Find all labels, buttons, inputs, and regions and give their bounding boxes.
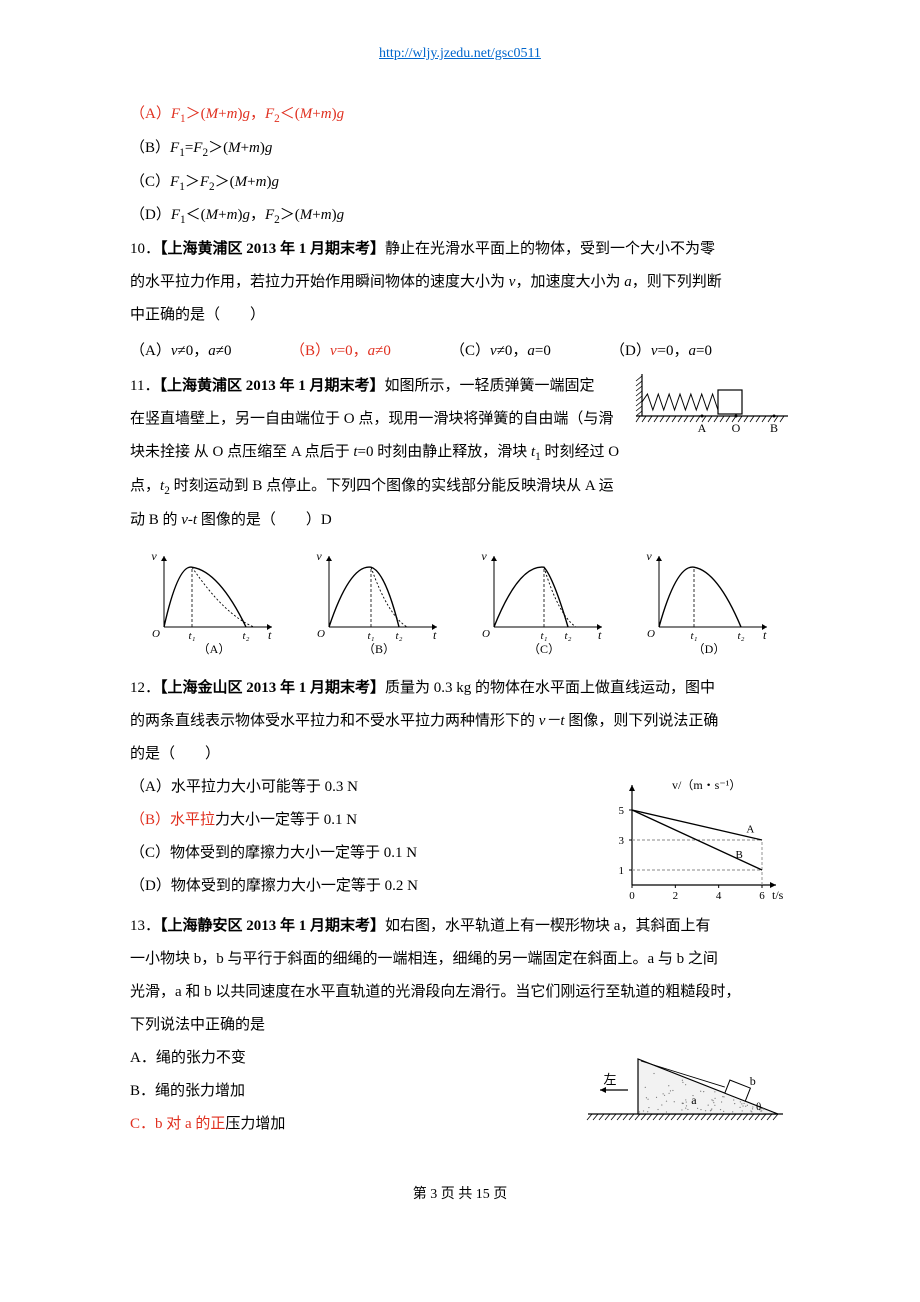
- q10-options: （A）v≠0，a≠0 （B）v=0，a≠0 （C）v≠0，a=0 （D）v=0，…: [130, 336, 790, 366]
- svg-text:t₂: t₂: [738, 630, 745, 642]
- svg-text:O: O: [647, 628, 655, 640]
- q11-text5: 动 B 的 v-t 图像的是（ ）D: [130, 504, 790, 537]
- q10-text3: 中正确的是（ ）: [130, 299, 790, 332]
- q11-figure: A O B: [630, 374, 790, 444]
- q13-text2: 一小物块 b，b 与平行于斜面的细绳的一端相连，细绳的另一端固定在斜面上。a 与…: [130, 943, 790, 976]
- q12-text3: 的是（ ）: [130, 738, 790, 771]
- svg-text:b: b: [750, 1074, 756, 1088]
- svg-text:t₁: t₁: [541, 630, 548, 642]
- q10-opt-a: （A）v≠0，a≠0: [130, 336, 290, 366]
- q13-text1: 13．【上海静安区 2013 年 1 月期末考】如右图，水平轨道上有一楔形物块 …: [130, 910, 790, 943]
- q9-option-c: （C）F1＞F2＞(M+m)g: [130, 166, 790, 200]
- q11-charts: vtOt₁t₂（A）vtOt₁t₂（B）vtOt₁t₂（C）vtOt₁t₂（D）: [130, 547, 790, 657]
- q9-option-a: （A）F1＞(M+m)g，F2＜(M+m)g: [130, 98, 790, 132]
- svg-text:t: t: [268, 628, 272, 642]
- q13-text3: 光滑，a 和 b 以共同速度在水平直轨道的光滑段向左滑行。当它们刚运行至轨道的粗…: [130, 976, 790, 1009]
- q13-figure: θ a b 左: [580, 1046, 790, 1131]
- svg-text:t₁: t₁: [368, 630, 375, 642]
- svg-text:t₂: t₂: [565, 630, 572, 642]
- page-footer: 第 3 页 共 15 页: [130, 1181, 790, 1209]
- svg-text:v: v: [481, 549, 487, 563]
- svg-text:O: O: [317, 628, 325, 640]
- q9-option-d: （D）F1＜(M+m)g，F2＞(M+m)g: [130, 199, 790, 233]
- svg-text:6: 6: [759, 890, 765, 902]
- q10-opt-c: （C）v≠0，a=0: [450, 336, 610, 366]
- svg-text:v: v: [646, 549, 652, 563]
- svg-text:a: a: [691, 1093, 697, 1107]
- svg-text:t₁: t₁: [691, 630, 698, 642]
- svg-text:2: 2: [673, 890, 679, 902]
- q10-text: 10．【上海黄浦区 2013 年 1 月期末考】静止在光滑水平面上的物体，受到一…: [130, 233, 790, 266]
- svg-text:左: 左: [603, 1072, 616, 1087]
- q10-opt-b: （B）v=0，a≠0: [290, 336, 450, 366]
- svg-text:θ: θ: [756, 1101, 761, 1113]
- q11-text4: 点，t2 时刻运动到 B 点停止。下列四个图像的实线部分能反映滑块从 A 运: [130, 470, 790, 504]
- q10-opt-d: （D）v=0，a=0: [610, 336, 770, 366]
- svg-text:t/s: t/s: [772, 888, 784, 902]
- svg-text:t₁: t₁: [189, 630, 196, 642]
- svg-text:B: B: [736, 849, 743, 861]
- q13-text4: 下列说法中正确的是: [130, 1009, 790, 1042]
- svg-text:（A）: （A）: [198, 642, 231, 656]
- header-url[interactable]: http://wljy.jzedu.net/gsc0511: [130, 40, 790, 68]
- svg-text:B: B: [770, 421, 778, 435]
- svg-text:t₂: t₂: [396, 630, 403, 642]
- svg-text:t: t: [763, 628, 767, 642]
- q9-option-b: （B）F1=F2＞(M+m)g: [130, 132, 790, 166]
- svg-text:v: v: [151, 549, 157, 563]
- svg-text:t₂: t₂: [243, 630, 250, 642]
- q10-text2: 的水平拉力作用，若拉力开始作用瞬间物体的速度大小为 v，加速度大小为 a，则下列…: [130, 266, 790, 299]
- svg-text:1: 1: [619, 865, 625, 877]
- svg-text:0: 0: [629, 890, 635, 902]
- svg-text:O: O: [152, 628, 160, 640]
- svg-text:4: 4: [716, 890, 722, 902]
- svg-text:t: t: [433, 628, 437, 642]
- q12-text2: 的两条直线表示物体受水平拉力和不受水平拉力两种情形下的 v－t 图像，则下列说法…: [130, 705, 790, 738]
- svg-text:v: v: [316, 549, 322, 563]
- q11-chart-2: v t Ot₁ t₂ （C）: [470, 547, 615, 657]
- svg-text:3: 3: [619, 835, 625, 847]
- svg-text:O: O: [482, 628, 490, 640]
- q11-chart-1: v t Ot₁ t₂（B）: [305, 547, 450, 657]
- svg-text:5: 5: [619, 805, 625, 817]
- svg-text:（B）: （B）: [363, 642, 395, 656]
- q12-chart: 1 3 5 0 2 4 6 A Bv/（m・s⁻¹） t/s: [600, 775, 790, 910]
- svg-text:v/（m・s⁻¹）: v/（m・s⁻¹）: [672, 778, 741, 792]
- svg-text:A: A: [698, 421, 707, 435]
- q11-chart-3: v t Ot₁ t₂ （D）: [635, 547, 780, 657]
- svg-text:t: t: [598, 628, 602, 642]
- svg-text:O: O: [732, 421, 741, 435]
- svg-text:（C）: （C）: [528, 642, 560, 656]
- q12-text1: 12．【上海金山区 2013 年 1 月期末考】质量为 0.3 kg 的物体在水…: [130, 672, 790, 705]
- q11-chart-0: v t Ot₁ t₂ （A）: [140, 547, 285, 657]
- svg-text:A: A: [746, 823, 754, 835]
- svg-text:（D）: （D）: [693, 642, 726, 656]
